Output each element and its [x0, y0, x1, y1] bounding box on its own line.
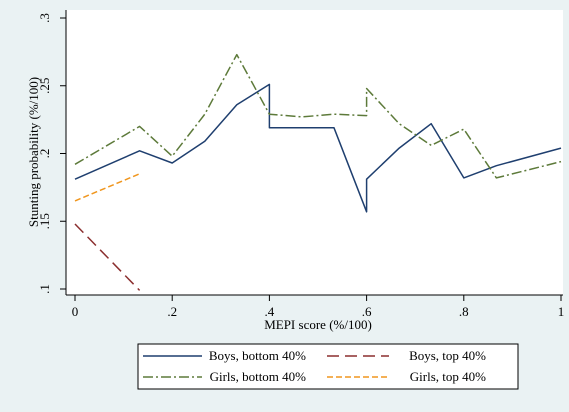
x-tick-label: .8: [459, 304, 469, 319]
y-axis-ticks: .1 .15 .2 .25 .3: [37, 13, 66, 294]
x-tick-label: .6: [362, 304, 372, 319]
series-line-2: [74, 223, 141, 291]
legend-label-4: Girls, top 40%: [410, 369, 486, 384]
x-tick-label: .4: [265, 304, 275, 319]
series-line-3: [74, 53, 562, 179]
legend-label-1: Boys, bottom 40%: [209, 348, 306, 363]
x-axis-title: MEPI score (%/100): [264, 317, 372, 332]
plot-area: [66, 10, 563, 295]
x-tick-label: .2: [167, 304, 177, 319]
y-tick-label: .1: [37, 284, 52, 294]
y-tick-label: .15: [37, 213, 52, 229]
legend-label-3: Girls, bottom 40%: [210, 369, 307, 384]
legend-box: [137, 343, 519, 390]
legend-label-2: Boys, top 40%: [409, 348, 486, 363]
x-tick-label: 0: [72, 304, 79, 319]
series-line-4: [74, 173, 140, 202]
y-tick-label: .25: [37, 78, 52, 94]
x-tick-label: 1: [558, 304, 565, 319]
series-layer: [74, 53, 562, 291]
y-tick-label: .3: [37, 13, 52, 23]
y-tick-label: .2: [37, 149, 52, 159]
y-axis-title: Stunting probability (%/100): [26, 77, 41, 227]
series-line-1: [74, 83, 562, 213]
legend: Boys, bottom 40% Boys, top 40% Girls, bott…: [137, 343, 519, 390]
x-axis-ticks: 0 .2 .4 .6 .8 1: [72, 295, 565, 319]
